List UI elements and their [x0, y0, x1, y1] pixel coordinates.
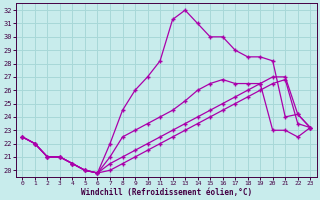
X-axis label: Windchill (Refroidissement éolien,°C): Windchill (Refroidissement éolien,°C): [81, 188, 252, 197]
